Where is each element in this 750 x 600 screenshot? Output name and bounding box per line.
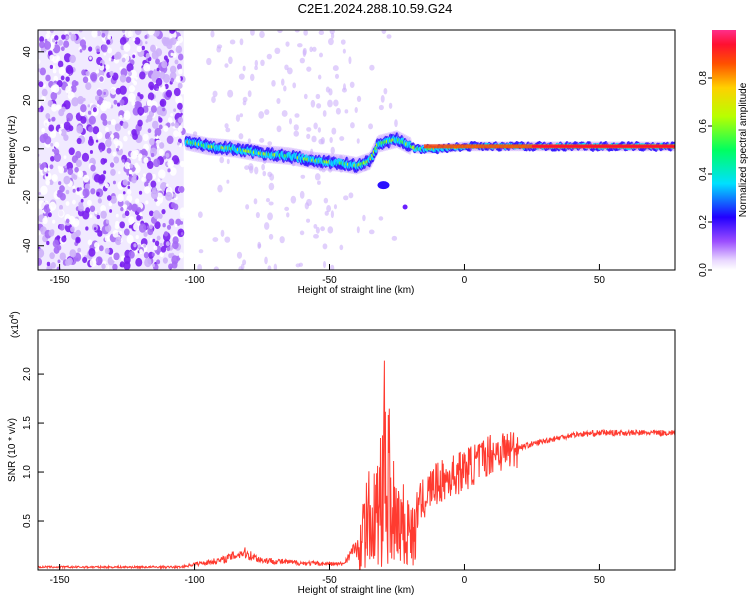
spectrogram-panel: -150 -100 -50 0 50 -40 -20 0 20 40 Height of stra… [7, 29, 676, 296]
spectrogram-xlabel: Height of straight line (km) [298, 285, 415, 296]
signal-blob [402, 204, 408, 210]
spectrogram-y-tick-label: 20 [22, 94, 33, 106]
spectrogram-x-tick-label: 50 [594, 275, 606, 286]
snr-scale-base: (x10 [10, 318, 21, 338]
snr-panel: -150 -100 -50 0 50 0.5 1.0 1.5 2.0 Height of str… [7, 311, 676, 596]
signal-blob [377, 181, 390, 190]
signal-track [184, 130, 675, 210]
snr-xlabel: Height of straight line (km) [298, 585, 415, 596]
snr-frame [37, 329, 676, 571]
spectrogram-x-tick-label: -150 [50, 275, 70, 286]
snr-y-tick-label: 0.5 [22, 514, 33, 528]
noise-speckles [38, 30, 187, 270]
snr-y-tick-label: 1.0 [22, 465, 33, 479]
snr-marks [38, 360, 675, 570]
colorbar: 0.0 0.2 0.4 0.6 0.8 Normalized spectral ampl… [698, 30, 749, 277]
colorbar-tick-label: 0.2 [698, 215, 709, 229]
figure-title: C2E1.2024.288.10.59.G24 [298, 1, 453, 16]
spectrogram-axes: -150 -100 -50 0 50 -40 -20 0 20 40 [22, 46, 605, 286]
carrier-core [531, 145, 675, 148]
snr-x-tick-label: -100 [185, 575, 205, 586]
snr-line [38, 360, 675, 570]
colorbar-tick-label: 0.0 [698, 263, 709, 277]
spectrogram-x-tick-label: -50 [322, 275, 337, 286]
colorbar-label: Normalized spectral amplitude [738, 82, 749, 217]
snr-scale-note: (x104) [9, 311, 21, 338]
spectrogram-frame [37, 29, 676, 271]
snr-x-tick-label: 50 [594, 575, 606, 586]
faint-speckles [192, 30, 398, 270]
snr-x-tick-label: -50 [322, 575, 337, 586]
colorbar-ticks: 0.0 0.2 0.4 0.6 0.8 [698, 71, 712, 277]
spectrogram-x-tick-label: -100 [185, 275, 205, 286]
spectrogram-y-tick-label: -40 [22, 238, 33, 253]
colorbar-tick-label: 0.8 [698, 71, 709, 85]
colorbar-tick-label: 0.4 [698, 167, 709, 181]
spectrogram-ylabel: Frequency (Hz) [7, 116, 18, 185]
snr-x-tick-label: -150 [50, 575, 70, 586]
snr-scale-text: (x104) [9, 311, 21, 338]
snr-y-tick-label: 2.0 [22, 367, 33, 381]
spectrogram-y-tick-label: 0 [22, 146, 33, 152]
snr-x-tick-label: 0 [462, 575, 468, 586]
snr-axes: -150 -100 -50 0 50 0.5 1.0 1.5 2.0 [22, 367, 605, 586]
spectrogram-marks [38, 30, 675, 270]
spectrogram-y-tick-label: 40 [22, 46, 33, 58]
snr-scale-exp: 4 [9, 315, 16, 319]
snr-ylabel: SNR (10 * v/v) [7, 418, 18, 482]
spectrogram-x-tick-label: 0 [462, 275, 468, 286]
spectrogram-y-tick-label: -20 [22, 190, 33, 205]
colorbar-tick-label: 0.6 [698, 119, 709, 133]
colorbar-gradient [712, 30, 736, 270]
snr-y-tick-label: 1.5 [22, 416, 33, 430]
